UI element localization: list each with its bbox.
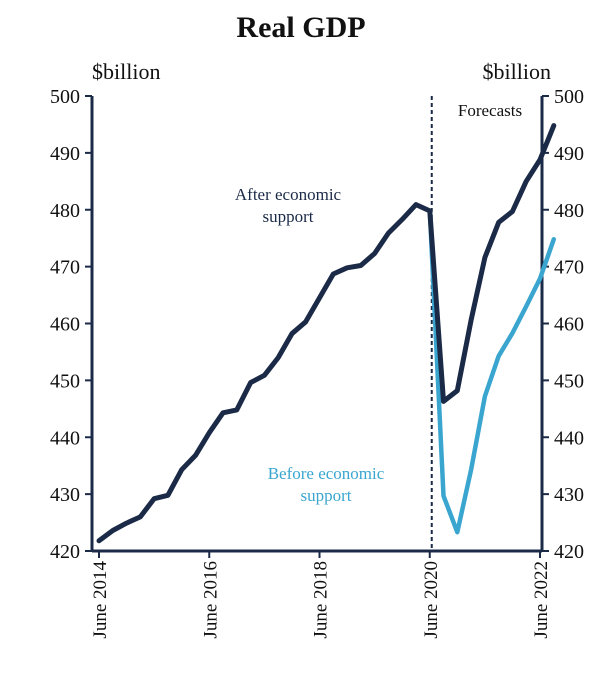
axes xyxy=(85,95,549,558)
series-lines xyxy=(96,123,557,544)
y-tick-label-left: 490 xyxy=(50,143,80,165)
y-tick-label-right: 430 xyxy=(554,484,584,506)
y-tick-label-left: 420 xyxy=(50,541,80,563)
y-tick-label-right: 470 xyxy=(554,257,584,279)
x-tick-label: June 2018 xyxy=(311,561,332,639)
x-tick-label: June 2016 xyxy=(200,561,221,639)
annotation-before-line-1: Before economic xyxy=(268,464,385,483)
x-tick-label: June 2014 xyxy=(90,561,111,639)
chart-title: Real GDP xyxy=(236,11,365,44)
y-tick-label-right: 500 xyxy=(554,86,584,108)
y-axis-label-right: $billion xyxy=(483,59,551,84)
x-tick-label: June 2022 xyxy=(531,561,552,639)
series-line-before-support xyxy=(427,208,557,535)
forecast-label: Forecasts xyxy=(458,101,522,120)
y-tick-label-right: 480 xyxy=(554,200,584,222)
y-tick-label-left: 450 xyxy=(50,370,80,392)
y-tick-label-left: 480 xyxy=(50,200,80,222)
y-tick-label-left: 440 xyxy=(50,427,80,449)
y-tick-label-right: 440 xyxy=(554,427,584,449)
annotation-after-support: After economic support xyxy=(235,185,342,226)
y-axis-label-left: $billion xyxy=(92,59,160,84)
annotation-before-support: Before economic support xyxy=(268,464,385,505)
y-tick-label-right: 490 xyxy=(554,143,584,165)
y-tick-label-left: 460 xyxy=(50,314,80,336)
annotation-after-line-1: After economic xyxy=(235,185,342,204)
x-tick-label: June 2020 xyxy=(421,561,442,639)
y-tick-label-right: 420 xyxy=(554,541,584,563)
tick-labels: 420 420 430 430 440 440 450 450 460 460 470 470 480 4… xyxy=(50,86,584,639)
series-line-after-support xyxy=(96,123,557,544)
annotation-after-line-2: support xyxy=(263,207,314,226)
y-tick-label-left: 500 xyxy=(50,86,80,108)
y-tick-label-right: 450 xyxy=(554,370,584,392)
y-tick-label-right: 460 xyxy=(554,314,584,336)
y-tick-label-left: 430 xyxy=(50,484,80,506)
annotation-before-line-2: support xyxy=(301,486,352,505)
y-tick-label-left: 470 xyxy=(50,257,80,279)
